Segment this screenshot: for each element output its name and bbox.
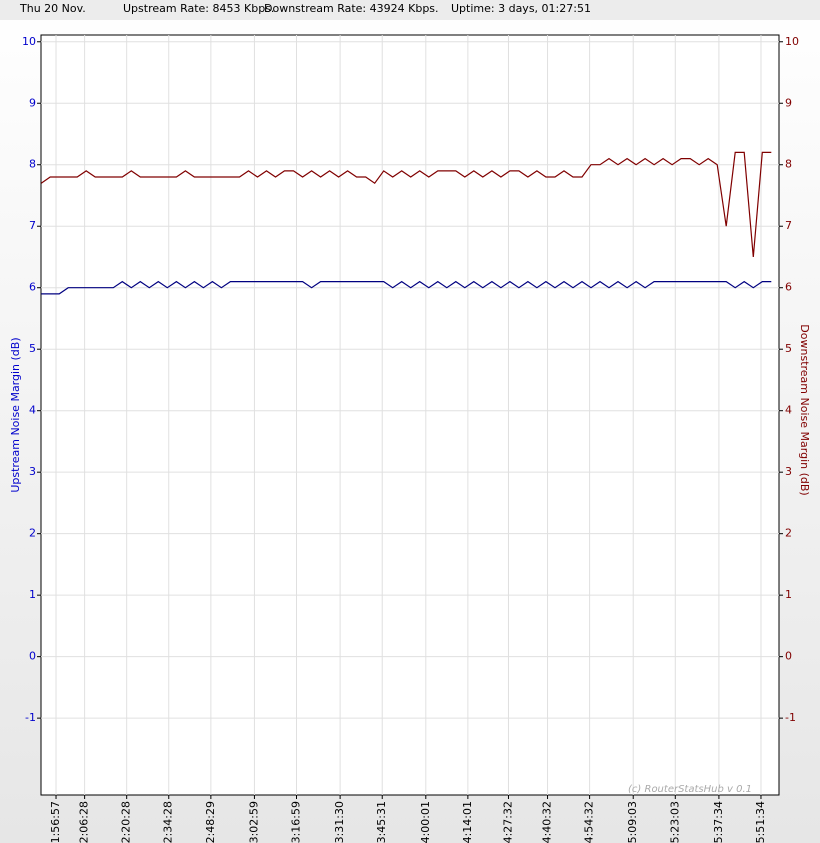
y2-tick-label: -1 — [785, 711, 796, 724]
x-tick-label: 15:09:03 — [626, 801, 639, 843]
header-downstream-rate: Downstream Rate: 43924 Kbps. — [264, 2, 439, 15]
x-tick-label: 13:31:30 — [333, 801, 346, 843]
x-tick-label: 12:06:28 — [78, 801, 91, 843]
y2-tick-label: 2 — [785, 527, 792, 540]
y2-tick-label: 8 — [785, 158, 792, 171]
y-tick-label: -1 — [25, 711, 36, 724]
y-tick-label: 4 — [29, 404, 36, 417]
watermark: (c) RouterStatsHub v 0.1 — [628, 784, 752, 795]
header-date: Thu 20 Nov. — [19, 2, 86, 15]
y2-tick-label: 10 — [785, 35, 799, 48]
y-tick-label: 9 — [29, 96, 36, 109]
x-tick-label: 11:56:57 — [49, 801, 62, 843]
x-tick-label: 13:45:31 — [375, 801, 388, 843]
y2-tick-label: 0 — [785, 650, 792, 663]
x-tick-label: 15:51:34 — [754, 801, 767, 843]
y-tick-label: 0 — [29, 650, 36, 663]
y-tick-label: 6 — [29, 281, 36, 294]
y2-tick-label: 4 — [785, 404, 792, 417]
y-tick-label: 7 — [29, 219, 36, 232]
y-tick-label: 2 — [29, 527, 36, 540]
y2-tick-label: 6 — [785, 281, 792, 294]
x-tick-label: 12:20:28 — [120, 801, 133, 843]
x-tick-label: 15:37:34 — [712, 801, 725, 843]
y2-tick-label: 1 — [785, 588, 792, 601]
series-line — [40, 151, 772, 258]
x-tick-label: 14:27:32 — [501, 801, 514, 843]
x-tick-label: 14:40:32 — [541, 801, 554, 843]
y-tick-label: 8 — [29, 158, 36, 171]
header-bar — [0, 0, 820, 20]
x-tick-label: 12:34:28 — [162, 801, 175, 843]
y2-tick-label: 3 — [785, 465, 792, 478]
x-tick-label: 14:00:01 — [419, 801, 432, 843]
x-tick-label: 13:16:59 — [289, 801, 302, 843]
plot-area — [40, 34, 780, 796]
x-tick-label: 13:02:59 — [247, 801, 260, 843]
header-uptime: Uptime: 3 days, 01:27:51 — [451, 2, 591, 15]
y2-tick-label: 7 — [785, 219, 792, 232]
header-upstream-rate: Upstream Rate: 8453 Kbps. — [123, 2, 274, 15]
y2-tick-label: 9 — [785, 96, 792, 109]
x-tick-label: 14:54:32 — [583, 801, 596, 843]
y-tick-label: 1 — [29, 588, 36, 601]
x-tick-label: 15:23:03 — [668, 801, 681, 843]
y-axis-label: Upstream Noise Margin (dB) — [9, 337, 22, 492]
series-line — [41, 280, 772, 295]
x-tick-label: 14:14:01 — [461, 801, 474, 843]
y2-tick-label: 5 — [785, 342, 792, 355]
x-tick-label: 12:48:29 — [204, 801, 217, 843]
y-tick-label: 3 — [29, 465, 36, 478]
y2-axis-label: Downstream Noise Margin (dB) — [798, 324, 811, 495]
y-tick-label: 5 — [29, 342, 36, 355]
y-tick-label: 10 — [22, 35, 36, 48]
